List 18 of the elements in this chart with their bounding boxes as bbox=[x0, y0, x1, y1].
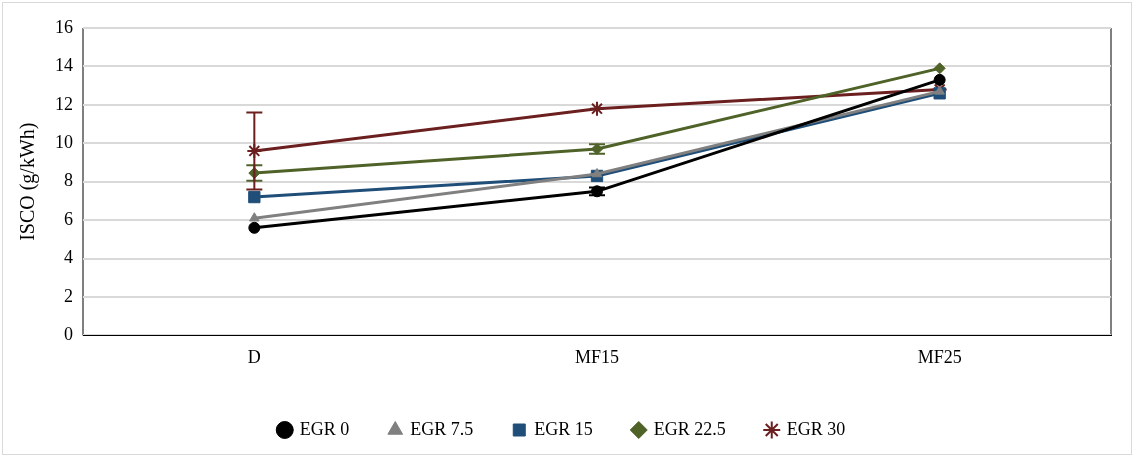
y-tick-label: 8 bbox=[64, 170, 73, 191]
y-tick-label: 2 bbox=[64, 285, 73, 306]
x-tick-label: MF25 bbox=[917, 346, 962, 367]
x-tick-label: MF15 bbox=[574, 346, 620, 367]
y-tick-label: 10 bbox=[55, 132, 73, 153]
legend-label: EGR 7.5 bbox=[410, 418, 474, 439]
x-tick-label: D bbox=[247, 346, 261, 367]
legend-label: EGR 30 bbox=[786, 418, 846, 439]
legend-label: EGR 22.5 bbox=[653, 418, 726, 439]
y-tick-label: 0 bbox=[64, 324, 73, 345]
y-tick-label: 4 bbox=[64, 247, 73, 268]
legend-label: EGR 15 bbox=[534, 418, 593, 439]
legend-label: EGR 0 bbox=[299, 418, 350, 439]
y-axis-title: ISCO (g/kWh) bbox=[16, 122, 40, 241]
y-tick-label: 14 bbox=[55, 55, 73, 76]
y-tick-label: 12 bbox=[55, 93, 73, 114]
y-tick-label: 16 bbox=[55, 16, 73, 37]
y-tick-label: 6 bbox=[64, 208, 73, 229]
